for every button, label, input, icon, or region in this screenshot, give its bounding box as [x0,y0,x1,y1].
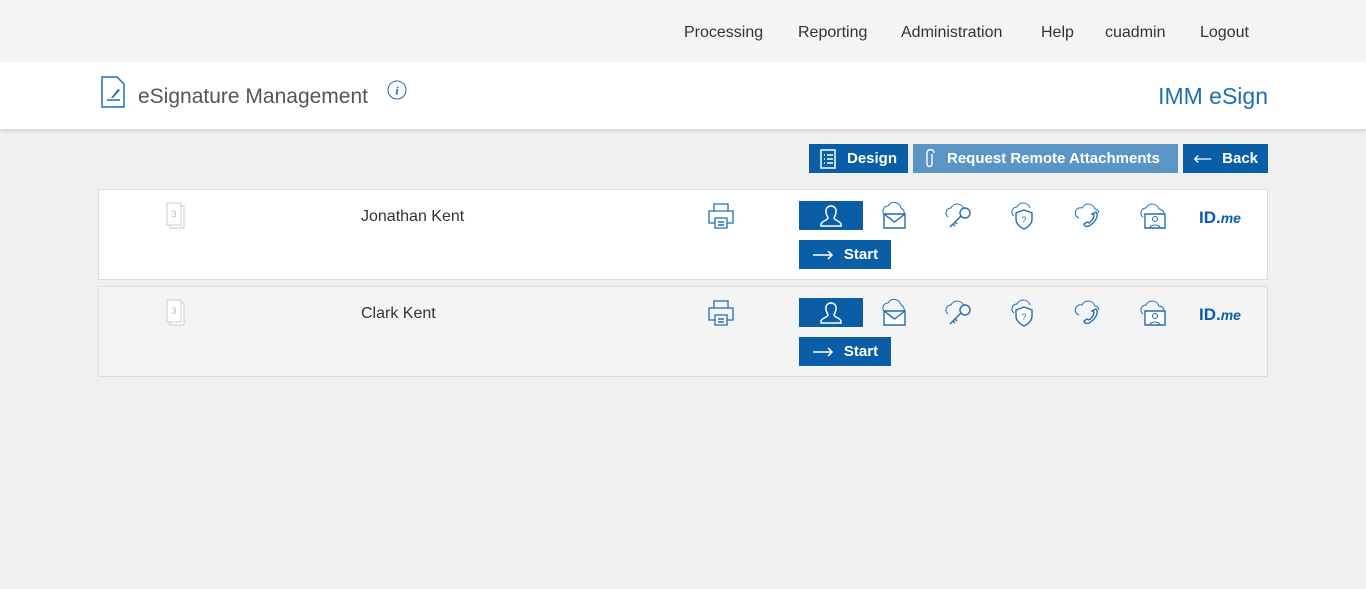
cloud-phone-icon[interactable] [1074,299,1104,327]
printer-icon[interactable] [707,202,735,230]
info-icon[interactable]: i [387,80,407,100]
cloud-key-icon[interactable] [944,299,974,327]
idme-text: ID. [1199,305,1221,324]
idme-logo[interactable]: ID.me [1199,305,1241,325]
cloud-email-icon[interactable] [879,299,909,327]
top-nav: Processing Reporting Administration Help… [0,0,1366,62]
svg-text:?: ? [1021,312,1026,322]
svg-text:?: ? [1021,215,1026,225]
document-count-icon: 3 [166,202,185,229]
start-label: Start [843,246,879,263]
document-count: 3 [171,306,176,316]
in-person-auth-button[interactable] [799,298,863,327]
nav-help[interactable]: Help [1041,24,1074,41]
start-button[interactable]: Start [799,240,891,269]
signer-name: Clark Kent [361,305,436,322]
nav-user[interactable]: cuadmin [1105,24,1166,41]
nav-reporting[interactable]: Reporting [798,24,868,41]
arrow-right-icon [812,249,833,260]
nav-processing[interactable]: Processing [684,24,764,41]
signer-row: 3 Clark Kent ? ID.me Start [98,286,1268,377]
start-label: Start [843,343,879,360]
request-remote-attachments-button[interactable]: Request Remote Attachments [913,144,1178,173]
user-icon [820,204,842,227]
cloud-phone-icon[interactable] [1074,202,1104,230]
header: eSignature Management i IMM eSign [0,62,1366,129]
list-icon [820,148,836,169]
request-label: Request Remote Attachments [947,150,1160,167]
printer-icon[interactable] [707,299,735,327]
idme-text-me: me [1220,210,1241,226]
brand: IMM eSign [1158,83,1268,109]
svg-text:i: i [395,84,399,98]
arrow-right-icon [812,346,833,357]
arrow-left-icon [1193,154,1212,163]
idme-logo[interactable]: ID.me [1199,208,1241,228]
cloud-key-icon[interactable] [944,202,974,230]
cloud-email-icon[interactable] [879,202,909,230]
in-person-auth-button[interactable] [799,201,863,230]
paperclip-icon [926,148,935,167]
start-button[interactable]: Start [799,337,891,366]
nav-logout[interactable]: Logout [1200,24,1249,41]
nav-administration[interactable]: Administration [901,24,1003,41]
cloud-video-icon[interactable] [1139,202,1169,230]
idme-text-me: me [1220,307,1241,323]
design-label: Design [847,150,898,167]
cloud-security-question-icon[interactable]: ? [1009,299,1039,327]
document-count: 3 [171,209,176,219]
document-signature-icon [101,76,125,108]
signer-row: 3 Jonathan Kent ? ID.me Start [98,189,1268,280]
back-button[interactable]: Back [1183,144,1268,173]
user-icon [820,301,842,324]
document-count-icon: 3 [166,299,185,326]
cloud-video-icon[interactable] [1139,299,1169,327]
cloud-security-question-icon[interactable]: ? [1009,202,1039,230]
page-title: eSignature Management [138,85,368,108]
idme-text: ID. [1199,208,1221,227]
design-button[interactable]: Design [809,144,908,173]
back-label: Back [1222,150,1258,167]
signer-name: Jonathan Kent [361,208,465,225]
